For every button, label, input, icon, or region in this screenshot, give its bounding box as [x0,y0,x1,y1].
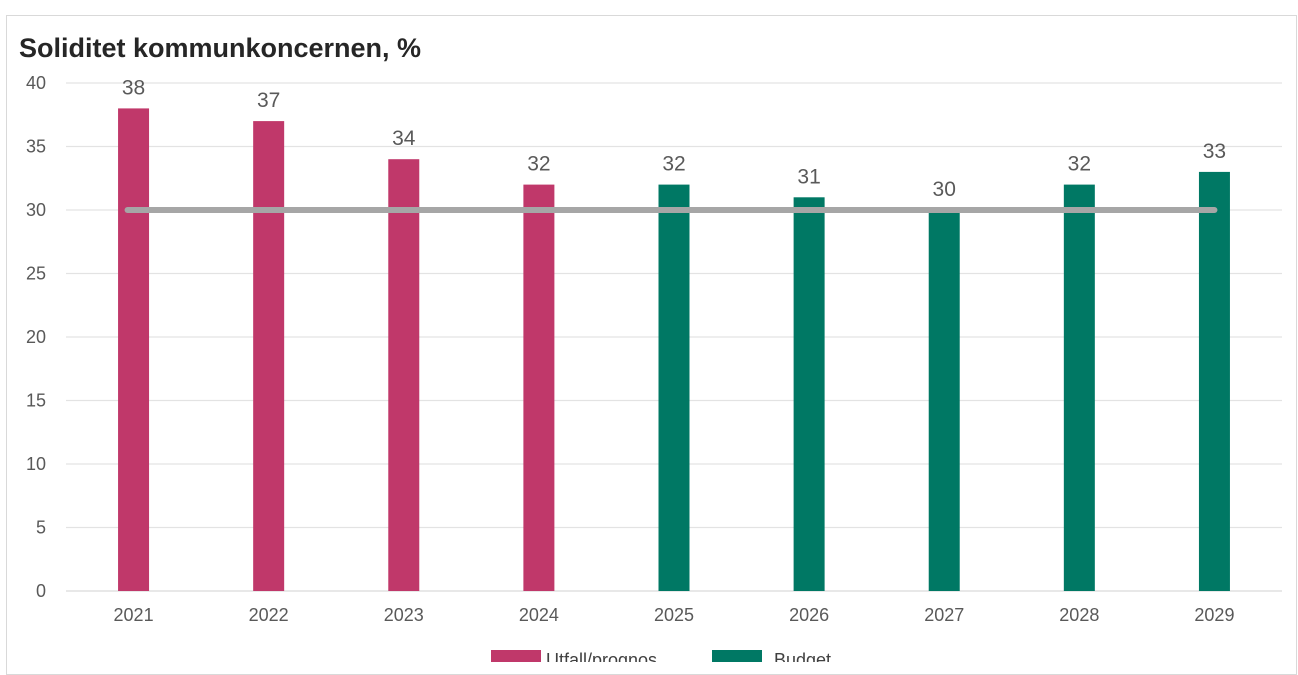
x-tick-label: 2022 [249,605,289,625]
legend-label: Budget [774,650,831,662]
y-tick-label: 40 [26,73,46,93]
data-label: 32 [1068,153,1091,176]
y-tick-label: 10 [26,454,46,474]
bar [118,108,150,592]
data-label: 37 [257,89,280,112]
y-tick-label: 20 [26,327,46,347]
legend-swatch [491,650,541,662]
y-tick-label: 15 [26,391,46,411]
bars [118,108,1230,592]
x-tick-label: 2027 [924,605,964,625]
legend-swatch [712,650,762,662]
data-label: 30 [933,178,956,201]
bar [1063,184,1095,591]
y-tick-label: 0 [36,581,46,601]
x-tick-label: 2026 [789,605,829,625]
x-tick-label: 2025 [654,605,694,625]
y-tick-label: 35 [26,137,46,157]
x-axis: 2021 2022 2023 2024 2025 2026 2027 2028 2029 [114,605,1235,625]
bar [658,184,690,591]
data-label: 31 [797,165,820,188]
chart-title: Soliditet kommunkoncernen, % [19,33,422,63]
data-label: 33 [1203,140,1226,163]
y-tick-label: 30 [26,200,46,220]
bar [793,197,825,592]
bar [1198,171,1230,591]
x-tick-label: 2021 [114,605,154,625]
data-label: 38 [122,76,145,99]
bar [253,121,285,591]
y-tick-label: 5 [36,518,46,538]
legend: Utfall/prognos Budget [491,650,831,662]
x-tick-label: 2023 [384,605,424,625]
data-label: 32 [527,153,550,176]
bar [388,159,420,591]
bar [928,210,960,591]
y-axis: 0 5 10 15 20 25 30 35 40 [26,73,46,601]
x-tick-label: 2029 [1194,605,1234,625]
data-label: 34 [392,127,416,150]
bar [523,184,555,591]
data-label: 32 [662,153,685,176]
data-labels: 38 37 34 32 32 31 30 32 33 [122,76,1226,201]
y-tick-label: 25 [26,264,46,284]
x-tick-label: 2028 [1059,605,1099,625]
x-tick-label: 2024 [519,605,559,625]
legend-label: Utfall/prognos [546,650,657,662]
